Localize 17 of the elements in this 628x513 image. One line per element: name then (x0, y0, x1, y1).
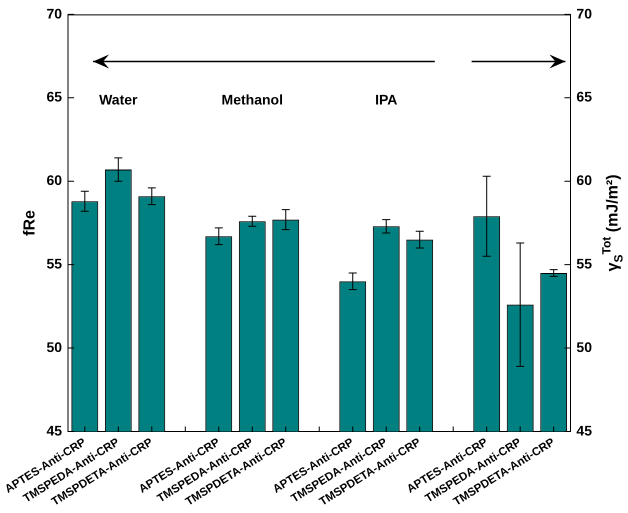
y2-tick-label: 50 (576, 338, 592, 355)
y2-tick-label: 65 (576, 88, 592, 105)
y2-axis-title: γSTot (mJ/m²) (599, 174, 626, 272)
y2-tick-label: 60 (576, 172, 592, 188)
y-tick-label: 65 (46, 88, 62, 105)
y-tick-label: 45 (46, 422, 62, 438)
y-tick-label: 50 (46, 338, 62, 355)
y2-tick-label: 45 (576, 422, 592, 438)
y-tick-label: 70 (46, 5, 62, 22)
y-tick-label: 55 (46, 255, 62, 272)
annotation: IPA (375, 92, 398, 108)
annotation: Water (99, 92, 138, 108)
annotation: Methanol (222, 92, 283, 108)
y-tick-label: 60 (46, 172, 62, 188)
y2-tick-label: 55 (576, 255, 592, 272)
y-axis-title: fRe (21, 210, 38, 236)
y2-tick-label: 70 (576, 5, 592, 22)
